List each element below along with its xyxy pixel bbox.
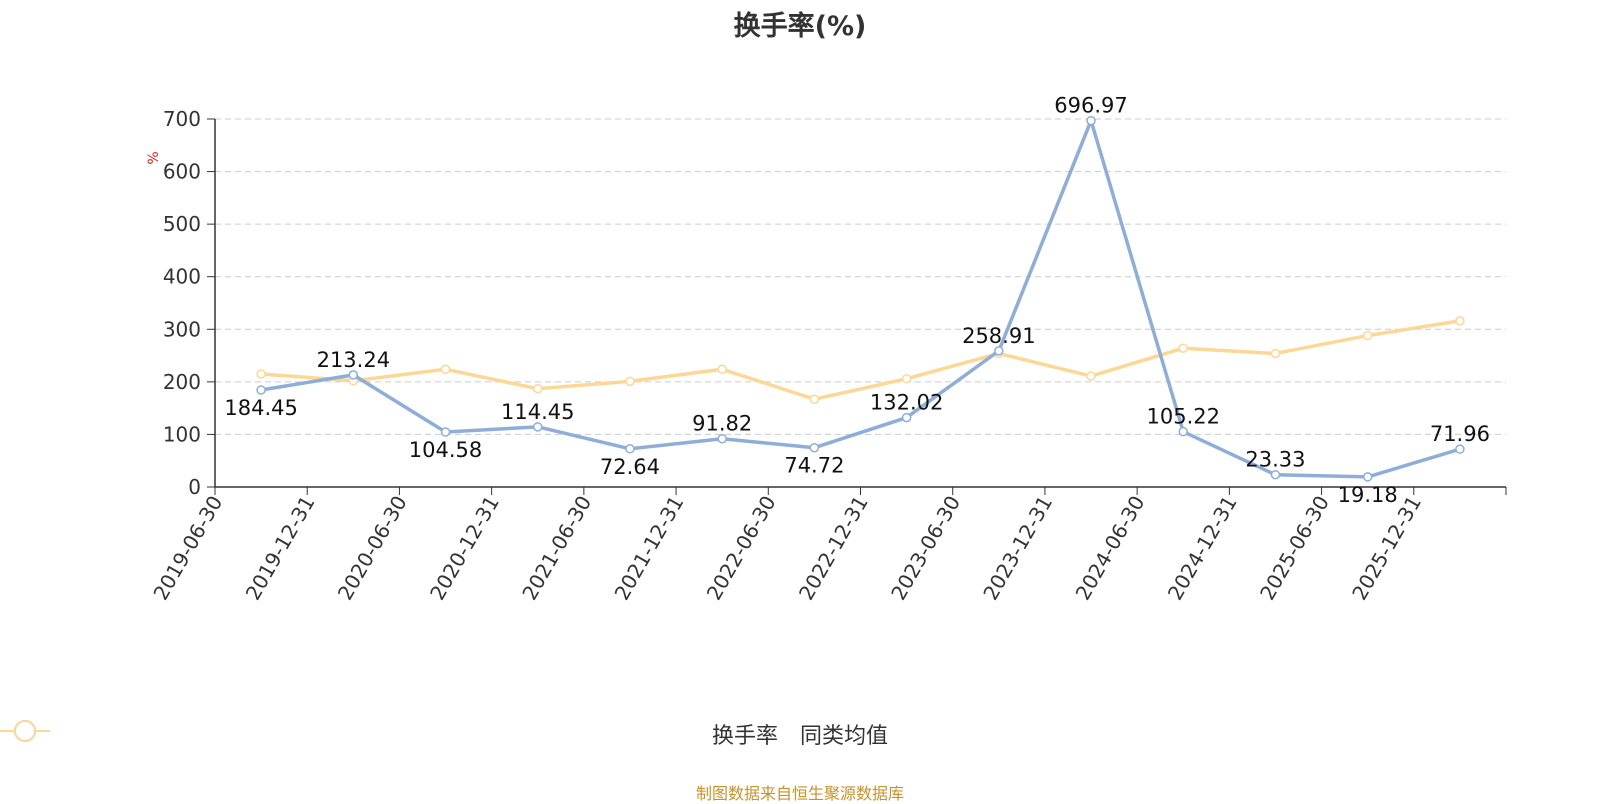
legend: 换手率 同类均值 [0, 718, 1600, 750]
data-point [994, 346, 1004, 356]
data-label: 71.96 [1430, 422, 1490, 446]
x-tick-label: 2020-06-30 [333, 492, 412, 605]
x-tick-label: 2021-06-30 [517, 492, 596, 605]
y-axis-label: % [146, 151, 162, 164]
data-point [533, 383, 543, 394]
legend-label-turnover: 换手率 [711, 724, 778, 749]
x-tick-label: 2021-12-31 [609, 492, 688, 605]
data-label: 258.91 [962, 324, 1035, 348]
data-point [256, 385, 266, 395]
y-tick-label: 600 [163, 160, 201, 184]
data-point [1362, 330, 1373, 341]
legend-item-peer-average[interactable]: 同类均值 [0, 718, 889, 750]
y-tick-label: 400 [163, 265, 201, 289]
data-point [901, 412, 912, 423]
x-tick-label: 2023-12-31 [978, 492, 1057, 605]
legend-peer-average-icon [0, 720, 50, 742]
data-label: 104.58 [409, 438, 482, 462]
y-tick-label: 500 [163, 212, 201, 236]
data-label: 184.45 [224, 396, 297, 420]
data-label: 132.02 [870, 391, 943, 415]
data-point [533, 422, 543, 432]
x-tick-label: 2022-06-30 [702, 492, 781, 605]
data-point [1362, 472, 1373, 482]
data-point [440, 427, 451, 437]
data-point [809, 442, 820, 453]
data-point [1178, 426, 1188, 437]
data-point [1270, 469, 1281, 480]
x-tick-label: 2023-06-30 [886, 492, 965, 605]
data-label: 114.45 [501, 400, 574, 424]
data-point [348, 370, 359, 380]
data-source-footer: 制图数据来自恒生聚源数据库 [695, 784, 904, 803]
data-point [1086, 371, 1096, 381]
y-tick-label: 100 [163, 422, 201, 446]
legend-label-peer-average: 同类均值 [800, 724, 889, 749]
y-tick-label: 700 [163, 107, 201, 131]
data-label: 72.64 [600, 455, 660, 479]
data-label: 74.72 [784, 454, 844, 478]
data-point [625, 376, 635, 387]
x-tick-label: 2019-12-31 [241, 492, 320, 605]
x-tick-label: 2025-06-30 [1255, 492, 1334, 605]
y-tick-label: 200 [163, 370, 201, 394]
data-point [717, 433, 727, 444]
data-point [901, 373, 912, 384]
series-line [260, 319, 1461, 401]
x-tick-label: 2022-12-31 [794, 492, 873, 605]
data-point [1455, 444, 1465, 454]
x-tick-label: 2019-06-30 [148, 492, 227, 605]
data-point [809, 394, 820, 404]
legend-item-turnover[interactable]: 换手率 [0, 718, 778, 750]
data-point [440, 364, 451, 374]
data-point [1455, 316, 1465, 326]
data-label: 19.18 [1338, 483, 1398, 507]
series-line [260, 118, 1461, 479]
data-label: 696.97 [1054, 94, 1127, 118]
data-label: 213.24 [317, 348, 390, 372]
data-point [1086, 115, 1096, 126]
data-point [717, 364, 727, 374]
data-point [1270, 348, 1281, 359]
data-label: 105.22 [1147, 405, 1220, 429]
x-tick-label: 2025-12-31 [1347, 492, 1426, 605]
data-label: 23.33 [1245, 448, 1305, 472]
x-tick-label: 2024-12-31 [1163, 492, 1242, 605]
y-tick-label: 0 [188, 475, 201, 499]
x-tick-label: 2020-12-31 [425, 491, 504, 604]
y-tick-label: 300 [163, 317, 201, 341]
data-point [625, 444, 635, 454]
x-tick-label: 2024-06-30 [1071, 492, 1150, 605]
chart-title: 换手率(%) [733, 11, 867, 42]
data-point [1178, 343, 1188, 353]
data-label: 91.82 [692, 412, 752, 436]
data-point [256, 369, 266, 379]
